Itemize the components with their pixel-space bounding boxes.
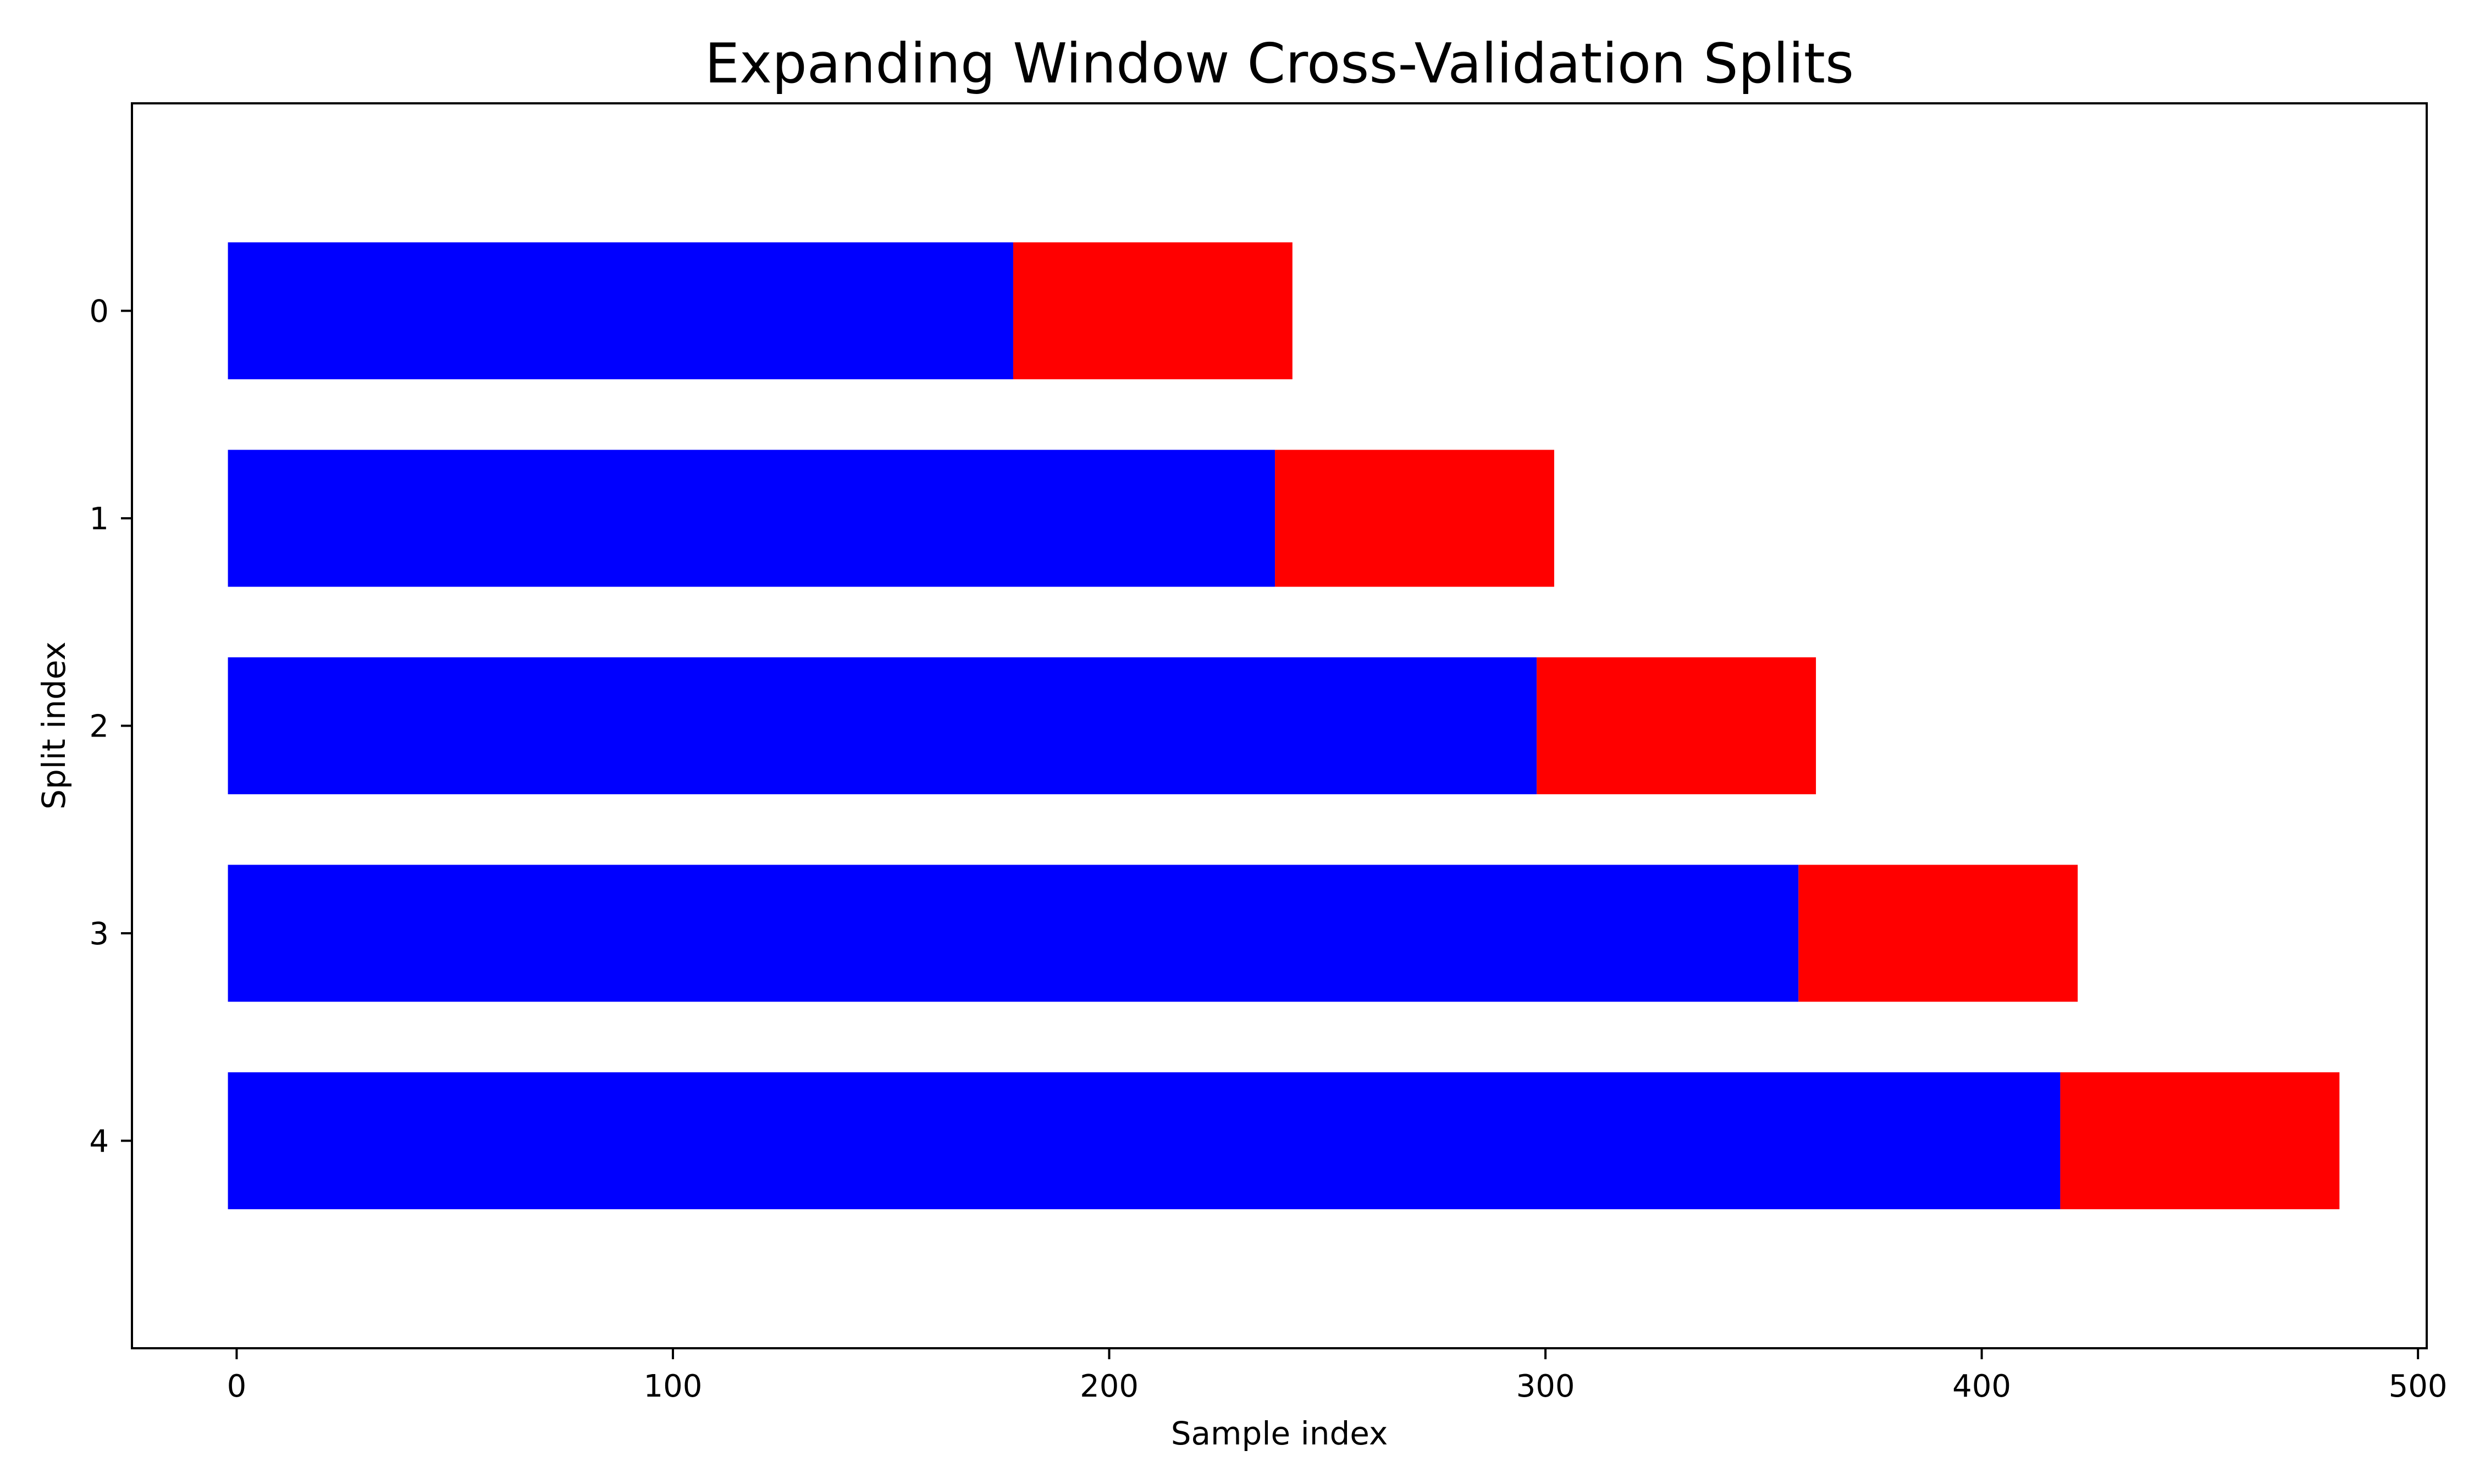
x-axis-label: Sample index <box>1171 1415 1388 1452</box>
bar-train-split-4 <box>228 1072 2061 1210</box>
y-axis-ticks: 0 1 2 3 4 <box>89 294 132 1160</box>
bar-test-split-4 <box>2060 1072 2340 1210</box>
y-axis-label: Split index <box>35 641 73 810</box>
bar-train-split-2 <box>228 657 1537 795</box>
bar-train-split-3 <box>228 865 1799 1002</box>
bar-train-split-0 <box>228 242 1013 380</box>
chart-title: Expanding Window Cross-Validation Splits <box>705 31 1854 96</box>
bar-test-split-3 <box>1798 865 2078 1002</box>
bar-test-split-2 <box>1537 657 1816 795</box>
bars <box>228 242 2340 1210</box>
y-tick-label: 1 <box>89 501 109 537</box>
bar-test-split-0 <box>1013 242 1293 380</box>
bar-train-split-1 <box>228 450 1275 587</box>
x-tick-label: 200 <box>1080 1369 1139 1404</box>
x-tick-label: 100 <box>644 1369 703 1404</box>
x-tick-label: 0 <box>227 1369 247 1404</box>
y-tick-label: 3 <box>89 916 109 952</box>
bar-test-split-1 <box>1275 450 1554 587</box>
x-axis-ticks: 0 100 200 300 400 500 <box>227 1348 2448 1404</box>
plot-frame <box>131 102 2428 1349</box>
x-tick-label: 400 <box>1952 1369 2011 1404</box>
x-tick-label: 500 <box>2389 1369 2448 1404</box>
y-tick-label: 4 <box>89 1124 109 1160</box>
x-tick-label: 300 <box>1516 1369 1575 1404</box>
y-tick-label: 2 <box>89 709 109 745</box>
y-tick-label: 0 <box>89 294 109 330</box>
